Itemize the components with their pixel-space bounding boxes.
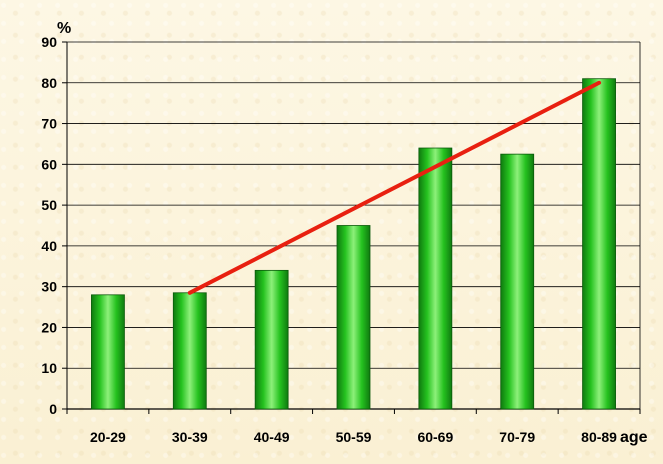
bars <box>91 78 616 410</box>
y-tick-label: 0 <box>49 401 57 417</box>
y-tick-label: 20 <box>41 319 57 335</box>
x-axis-label: age <box>620 429 648 446</box>
bar <box>91 294 125 410</box>
y-tick-label: 80 <box>41 75 57 91</box>
x-tick-label: 80-89 <box>581 429 617 445</box>
tick-labels: 0 10 20 30 40 50 60 70 80 90 20-29 30-39 40-49 50-59 6… <box>41 34 617 445</box>
y-tick-label: 60 <box>41 156 57 172</box>
bar <box>582 78 616 410</box>
y-tick-label: 30 <box>41 279 57 295</box>
y-tick-label: 50 <box>41 197 57 213</box>
x-tick-label: 40-49 <box>254 429 290 445</box>
y-tick-label: 90 <box>41 34 57 50</box>
bar <box>500 153 535 410</box>
x-tick-label: 60-69 <box>417 429 453 445</box>
x-tick-label: 30-39 <box>172 429 208 445</box>
y-tick-label: 10 <box>41 360 57 376</box>
trend-line-group <box>187 80 602 295</box>
y-axis-label: % <box>57 20 71 37</box>
bar <box>172 292 207 410</box>
y-tick-label: 70 <box>41 116 57 132</box>
bar <box>336 225 371 410</box>
bar <box>418 147 453 410</box>
x-tick-label: 50-59 <box>336 429 372 445</box>
y-tick-label: 40 <box>41 238 57 254</box>
bar <box>254 269 289 410</box>
trend-line <box>187 80 602 295</box>
x-tick-label: 70-79 <box>499 429 535 445</box>
x-tick-label: 20-29 <box>90 429 126 445</box>
